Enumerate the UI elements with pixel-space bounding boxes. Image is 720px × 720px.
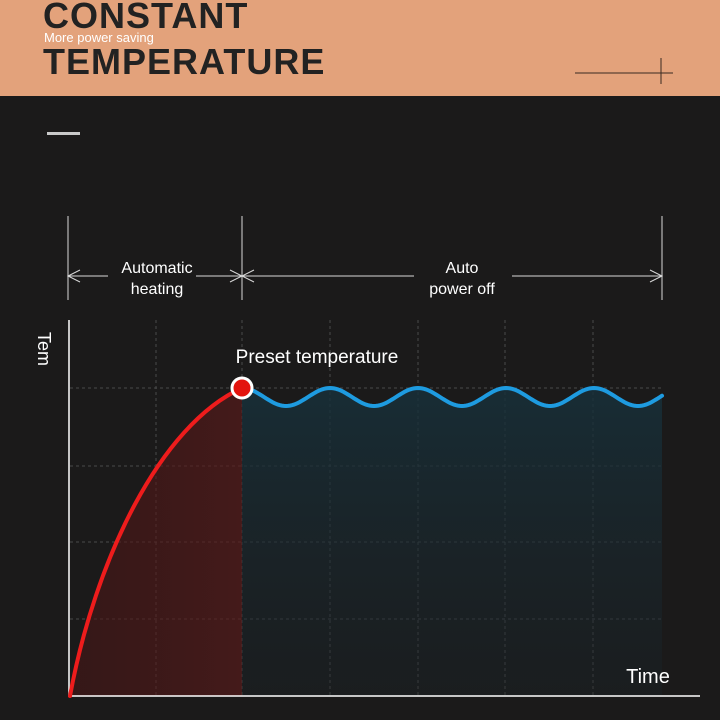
x-axis-label: Time xyxy=(626,666,670,688)
heating-label-line2: heating xyxy=(131,281,184,298)
arrowhead-poweroff-left xyxy=(240,269,255,283)
heating-curve xyxy=(68,386,244,698)
axes xyxy=(68,320,700,697)
poweroff-label-line2: power off xyxy=(429,281,495,298)
phase-markers xyxy=(66,216,664,300)
arrowhead-heating-left xyxy=(66,269,81,283)
y-axis-label: Tem xyxy=(34,332,54,366)
heating-label-line1: Automatic xyxy=(121,260,192,277)
preset-temperature-label: Preset temperature xyxy=(236,347,399,368)
poweroff-label-line1: Auto xyxy=(446,260,479,277)
title-line-temperature: TEMPERATURE xyxy=(43,41,326,82)
subtitle: More power saving xyxy=(44,30,154,45)
header-banner: CONSTANT More power saving TEMPERATURE xyxy=(0,0,720,96)
hold-area xyxy=(242,388,662,696)
preset-temperature-marker xyxy=(230,376,254,400)
crosshair-decoration xyxy=(575,58,673,84)
title-line-constant: CONSTANT xyxy=(43,0,249,36)
accent-dash xyxy=(47,132,80,135)
heating-area xyxy=(70,388,242,696)
hold-curve xyxy=(240,385,664,409)
arrowhead-poweroff-right xyxy=(649,269,664,283)
